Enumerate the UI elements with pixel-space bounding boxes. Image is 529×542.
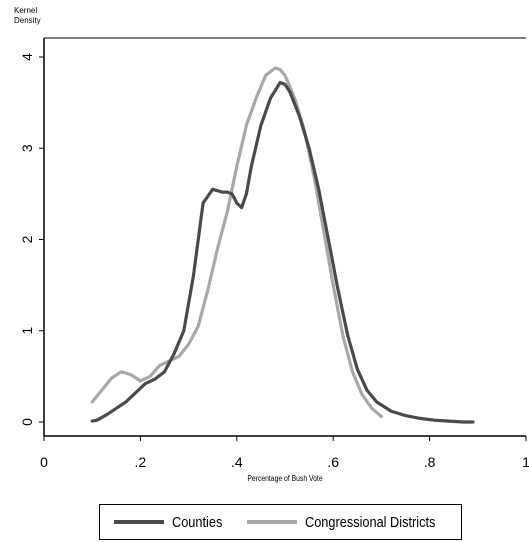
legend: Counties Congressional Districts (99, 504, 462, 540)
x-tick-label: 0 (40, 454, 48, 470)
x-tick-label: .2 (135, 454, 147, 470)
x-tick-label: 1 (522, 454, 529, 470)
legend-swatch-counties (114, 520, 164, 524)
plot-series (90, 66, 475, 424)
x-tick-label: .6 (327, 454, 339, 470)
x-axis-label: Percentage of Bush Vote (247, 474, 323, 483)
y-tick-label: 4 (19, 53, 35, 61)
series-line-counties (90, 80, 475, 424)
series-line-congressional-districts (90, 66, 383, 419)
y-tick-label: 2 (19, 235, 35, 243)
y-tick-label: 3 (19, 144, 35, 152)
x-tick-label: .8 (424, 454, 436, 470)
legend-label-counties: Counties (172, 513, 223, 531)
legend-label-congressional-districts: Congressional Districts (305, 513, 436, 531)
y-tick-label: 1 (19, 327, 35, 335)
legend-item-congressional-districts: Congressional Districts (247, 505, 458, 539)
x-tick-label: .4 (231, 454, 243, 470)
axes: 0 1 2 3 4 0 .2 .4 .6 .8 1 (19, 37, 529, 470)
y-axis-label-line1: Kernel (14, 6, 38, 15)
y-tick-label: 0 (19, 418, 35, 426)
legend-swatch-congressional-districts (247, 520, 297, 524)
y-axis-label-line2: Density (14, 16, 41, 25)
legend-item-counties: Counties (114, 505, 231, 539)
